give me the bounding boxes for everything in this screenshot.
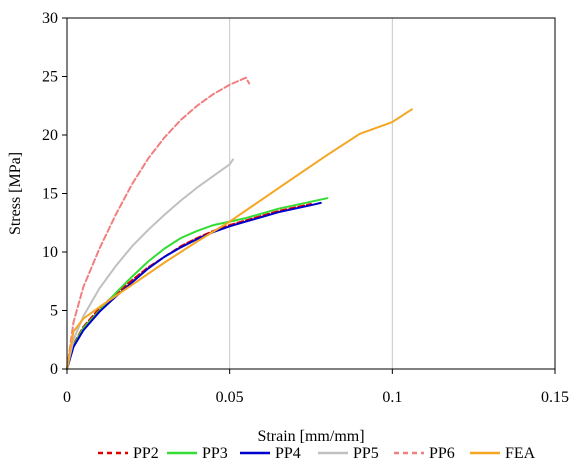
axis-ticks: 0 5 10 15 20 25 30 0 0.05 0.1 0.15 bbox=[42, 10, 569, 406]
legend-label-pp2: PP2 bbox=[133, 445, 159, 462]
legend-label-pp3: PP3 bbox=[202, 445, 228, 462]
series-line-fea bbox=[66, 108, 413, 370]
x-tick-label: 0.15 bbox=[541, 389, 569, 406]
legend-label-pp6: PP6 bbox=[429, 445, 455, 462]
y-tick-label: 10 bbox=[42, 244, 58, 261]
series-line-pp5 bbox=[66, 158, 234, 370]
x-tick-label: 0.05 bbox=[216, 389, 244, 406]
series-line-pp4 bbox=[66, 201, 322, 370]
series-line-pp6 bbox=[66, 76, 251, 370]
y-tick-label: 15 bbox=[42, 186, 58, 203]
plot-area-frame bbox=[66, 17, 556, 370]
series-line-pp3 bbox=[66, 197, 329, 370]
legend-label-pp4: PP4 bbox=[275, 445, 301, 462]
legend-label-fea: FEA bbox=[505, 445, 536, 462]
y-tick-label: 30 bbox=[42, 10, 58, 27]
y-tick-label: 5 bbox=[50, 303, 58, 320]
series-line-pp2 bbox=[66, 203, 312, 370]
grid-lines bbox=[229, 18, 393, 369]
x-axis-title: Strain [mm/mm] bbox=[257, 428, 364, 445]
series-lines bbox=[66, 76, 413, 370]
legend: PP2 PP3 PP4 PP5 PP6 FEA bbox=[98, 445, 536, 462]
y-tick-label: 0 bbox=[50, 361, 58, 378]
y-tick-label: 25 bbox=[42, 69, 58, 86]
x-tick-label: 0.1 bbox=[382, 389, 402, 406]
y-axis-title: Stress [MPa] bbox=[7, 152, 24, 235]
legend-label-pp5: PP5 bbox=[353, 445, 379, 462]
x-tick-label: 0 bbox=[63, 389, 71, 406]
y-tick-label: 20 bbox=[42, 127, 58, 144]
